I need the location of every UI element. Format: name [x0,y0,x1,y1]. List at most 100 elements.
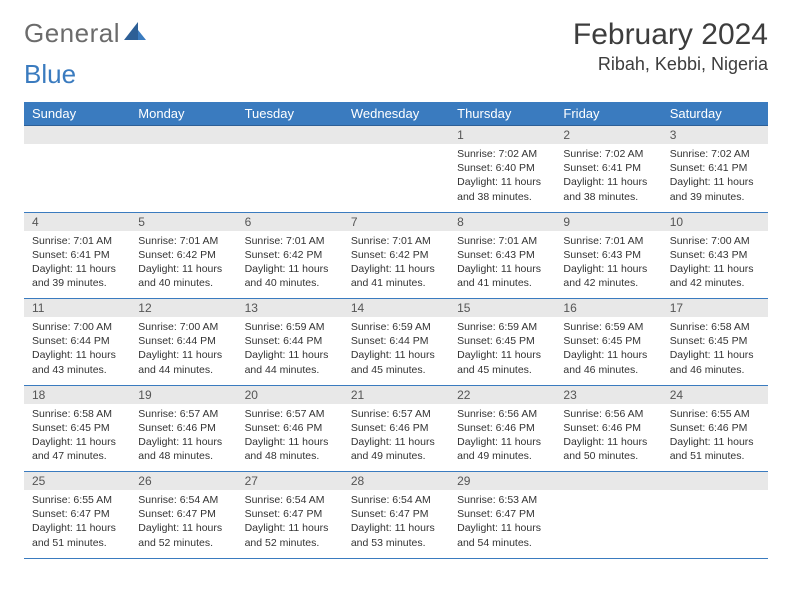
sunset-text: Sunset: 6:45 PM [457,334,547,348]
day-header: Thursday [449,102,555,126]
sunset-text: Sunset: 6:43 PM [563,248,653,262]
day-number [555,472,661,491]
day-cell: Sunrise: 7:00 AMSunset: 6:43 PMDaylight:… [662,231,768,299]
sunset-text: Sunset: 6:46 PM [351,421,441,435]
sunset-text: Sunset: 6:46 PM [457,421,547,435]
day-number: 10 [662,212,768,231]
day-number: 12 [130,299,236,318]
sunset-text: Sunset: 6:44 PM [32,334,122,348]
data-row: Sunrise: 7:00 AMSunset: 6:44 PMDaylight:… [24,317,768,385]
day-cell: Sunrise: 7:01 AMSunset: 6:41 PMDaylight:… [24,231,130,299]
day-cell: Sunrise: 6:54 AMSunset: 6:47 PMDaylight:… [343,490,449,558]
day-cell: Sunrise: 6:57 AMSunset: 6:46 PMDaylight:… [237,404,343,472]
day-cell: Sunrise: 7:01 AMSunset: 6:42 PMDaylight:… [343,231,449,299]
sunrise-text: Sunrise: 6:59 AM [563,320,653,334]
sunset-text: Sunset: 6:47 PM [32,507,122,521]
day-number [237,126,343,145]
daylight-text: Daylight: 11 hours and 52 minutes. [245,521,335,549]
sunset-text: Sunset: 6:45 PM [32,421,122,435]
daylight-text: Daylight: 11 hours and 45 minutes. [457,348,547,376]
day-number: 18 [24,385,130,404]
sunrise-text: Sunrise: 6:59 AM [351,320,441,334]
day-cell [237,144,343,212]
sunset-text: Sunset: 6:44 PM [138,334,228,348]
day-number: 16 [555,299,661,318]
daylight-text: Daylight: 11 hours and 49 minutes. [351,435,441,463]
sunrise-text: Sunrise: 7:01 AM [563,234,653,248]
day-cell: Sunrise: 6:59 AMSunset: 6:44 PMDaylight:… [343,317,449,385]
sunrise-text: Sunrise: 6:56 AM [563,407,653,421]
data-row: Sunrise: 7:02 AMSunset: 6:40 PMDaylight:… [24,144,768,212]
day-number: 21 [343,385,449,404]
sunrise-text: Sunrise: 6:59 AM [457,320,547,334]
day-number: 27 [237,472,343,491]
day-cell: Sunrise: 7:02 AMSunset: 6:40 PMDaylight:… [449,144,555,212]
sunset-text: Sunset: 6:44 PM [245,334,335,348]
day-number: 23 [555,385,661,404]
daynum-row: 11121314151617 [24,299,768,318]
sunset-text: Sunset: 6:47 PM [351,507,441,521]
logo-text-a: General [24,18,120,49]
sunset-text: Sunset: 6:45 PM [563,334,653,348]
day-number: 24 [662,385,768,404]
day-cell: Sunrise: 7:00 AMSunset: 6:44 PMDaylight:… [24,317,130,385]
day-cell: Sunrise: 6:59 AMSunset: 6:44 PMDaylight:… [237,317,343,385]
daynum-row: 2526272829 [24,472,768,491]
day-number [343,126,449,145]
calendar-table: Sunday Monday Tuesday Wednesday Thursday… [24,102,768,559]
day-header: Friday [555,102,661,126]
sunset-text: Sunset: 6:43 PM [670,248,760,262]
day-cell: Sunrise: 7:02 AMSunset: 6:41 PMDaylight:… [555,144,661,212]
day-cell: Sunrise: 6:58 AMSunset: 6:45 PMDaylight:… [24,404,130,472]
sunset-text: Sunset: 6:41 PM [563,161,653,175]
day-cell: Sunrise: 6:53 AMSunset: 6:47 PMDaylight:… [449,490,555,558]
daylight-text: Daylight: 11 hours and 44 minutes. [138,348,228,376]
day-cell: Sunrise: 7:02 AMSunset: 6:41 PMDaylight:… [662,144,768,212]
day-number [662,472,768,491]
sunrise-text: Sunrise: 6:55 AM [32,493,122,507]
daylight-text: Daylight: 11 hours and 40 minutes. [138,262,228,290]
sunrise-text: Sunrise: 6:54 AM [245,493,335,507]
day-number: 20 [237,385,343,404]
day-number: 9 [555,212,661,231]
daylight-text: Daylight: 11 hours and 41 minutes. [351,262,441,290]
brand-logo: General [24,18,146,49]
sunset-text: Sunset: 6:46 PM [138,421,228,435]
sunset-text: Sunset: 6:47 PM [457,507,547,521]
daylight-text: Daylight: 11 hours and 38 minutes. [457,175,547,203]
sunrise-text: Sunrise: 6:54 AM [351,493,441,507]
day-cell: Sunrise: 7:00 AMSunset: 6:44 PMDaylight:… [130,317,236,385]
sunrise-text: Sunrise: 6:54 AM [138,493,228,507]
daylight-text: Daylight: 11 hours and 39 minutes. [670,175,760,203]
data-row: Sunrise: 6:55 AMSunset: 6:47 PMDaylight:… [24,490,768,558]
daylight-text: Daylight: 11 hours and 51 minutes. [670,435,760,463]
sunset-text: Sunset: 6:46 PM [670,421,760,435]
day-number: 29 [449,472,555,491]
sunrise-text: Sunrise: 7:01 AM [32,234,122,248]
sunrise-text: Sunrise: 7:02 AM [670,147,760,161]
daylight-text: Daylight: 11 hours and 46 minutes. [563,348,653,376]
day-cell: Sunrise: 6:56 AMSunset: 6:46 PMDaylight:… [555,404,661,472]
day-number: 4 [24,212,130,231]
sunset-text: Sunset: 6:47 PM [138,507,228,521]
daylight-text: Daylight: 11 hours and 46 minutes. [670,348,760,376]
sunrise-text: Sunrise: 6:57 AM [138,407,228,421]
title-block: February 2024 Ribah, Kebbi, Nigeria [573,18,768,75]
day-number: 8 [449,212,555,231]
daylight-text: Daylight: 11 hours and 40 minutes. [245,262,335,290]
sunrise-text: Sunrise: 7:01 AM [138,234,228,248]
sunset-text: Sunset: 6:44 PM [351,334,441,348]
daylight-text: Daylight: 11 hours and 49 minutes. [457,435,547,463]
day-header: Saturday [662,102,768,126]
day-cell: Sunrise: 6:57 AMSunset: 6:46 PMDaylight:… [343,404,449,472]
daylight-text: Daylight: 11 hours and 48 minutes. [138,435,228,463]
sunrise-text: Sunrise: 7:01 AM [457,234,547,248]
day-number: 6 [237,212,343,231]
sunset-text: Sunset: 6:40 PM [457,161,547,175]
day-cell: Sunrise: 6:56 AMSunset: 6:46 PMDaylight:… [449,404,555,472]
daylight-text: Daylight: 11 hours and 38 minutes. [563,175,653,203]
daylight-text: Daylight: 11 hours and 44 minutes. [245,348,335,376]
daynum-row: 123 [24,126,768,145]
day-cell: Sunrise: 7:01 AMSunset: 6:43 PMDaylight:… [555,231,661,299]
daylight-text: Daylight: 11 hours and 52 minutes. [138,521,228,549]
